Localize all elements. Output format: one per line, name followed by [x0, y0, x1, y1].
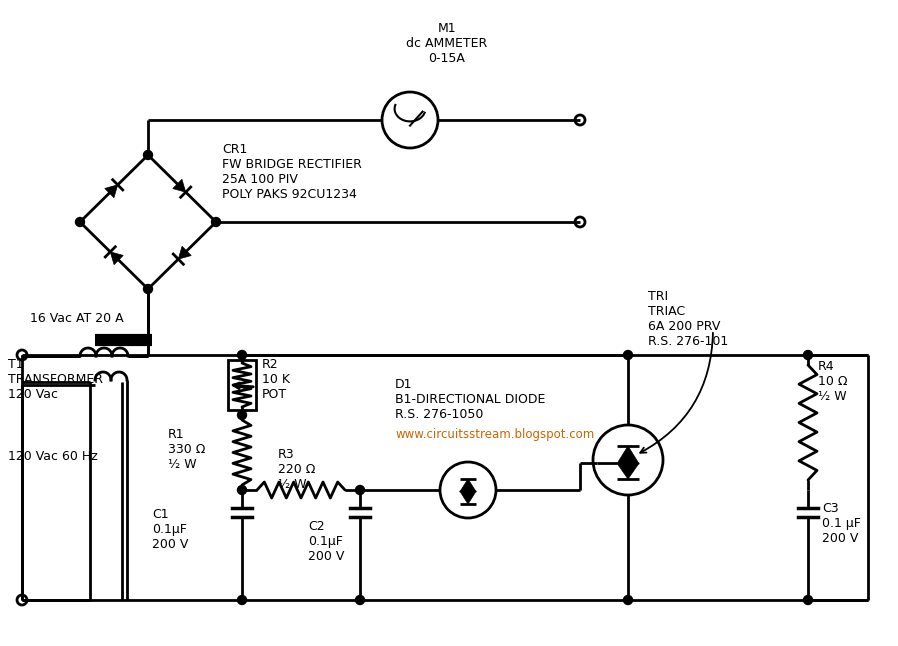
Polygon shape: [172, 180, 186, 192]
Text: R4
10 Ω
½ W: R4 10 Ω ½ W: [818, 360, 848, 403]
Circle shape: [144, 151, 153, 160]
Circle shape: [356, 596, 365, 605]
Circle shape: [237, 410, 246, 419]
Text: D1
B1-DIRECTIONAL DIODE
R.S. 276-1050: D1 B1-DIRECTIONAL DIODE R.S. 276-1050: [395, 378, 545, 421]
Polygon shape: [179, 246, 191, 259]
Text: T1
TRANSFORMER
120 Vac: T1 TRANSFORMER 120 Vac: [8, 358, 103, 401]
Circle shape: [237, 351, 246, 360]
Text: C3
0.1 μF
200 V: C3 0.1 μF 200 V: [822, 502, 861, 545]
Circle shape: [356, 486, 365, 494]
Circle shape: [75, 218, 84, 227]
Polygon shape: [617, 446, 639, 464]
Text: R1
330 Ω
½ W: R1 330 Ω ½ W: [168, 428, 206, 471]
Polygon shape: [460, 491, 476, 504]
Polygon shape: [105, 185, 118, 198]
Polygon shape: [460, 479, 476, 492]
Circle shape: [212, 218, 221, 227]
Circle shape: [237, 596, 246, 605]
Circle shape: [623, 596, 632, 605]
Circle shape: [623, 351, 632, 360]
Text: 120 Vac 60 Hz: 120 Vac 60 Hz: [8, 450, 98, 463]
Text: R2
10 K
POT: R2 10 K POT: [262, 358, 290, 401]
Text: C2
0.1μF
200 V: C2 0.1μF 200 V: [308, 520, 344, 563]
Text: 16 Vac AT 20 A: 16 Vac AT 20 A: [30, 312, 124, 325]
Text: R3
220 Ω
½ W: R3 220 Ω ½ W: [278, 448, 315, 491]
Polygon shape: [110, 252, 123, 265]
Polygon shape: [617, 463, 639, 479]
Circle shape: [237, 486, 246, 494]
Circle shape: [804, 351, 813, 360]
Bar: [228, 360, 256, 410]
Text: TRI
TRIAC
6A 200 PRV
R.S. 276-101: TRI TRIAC 6A 200 PRV R.S. 276-101: [648, 290, 728, 348]
Text: C1
0.1μF
200 V: C1 0.1μF 200 V: [152, 508, 189, 551]
Text: CR1
FW BRIDGE RECTIFIER
25A 100 PIV
POLY PAKS 92CU1234: CR1 FW BRIDGE RECTIFIER 25A 100 PIV POLY…: [222, 143, 362, 201]
Text: M1
dc AMMETER
0-15A: M1 dc AMMETER 0-15A: [407, 22, 488, 65]
Circle shape: [804, 596, 813, 605]
Text: www.circuitsstream.blogspot.com: www.circuitsstream.blogspot.com: [395, 428, 594, 441]
Circle shape: [144, 284, 153, 293]
